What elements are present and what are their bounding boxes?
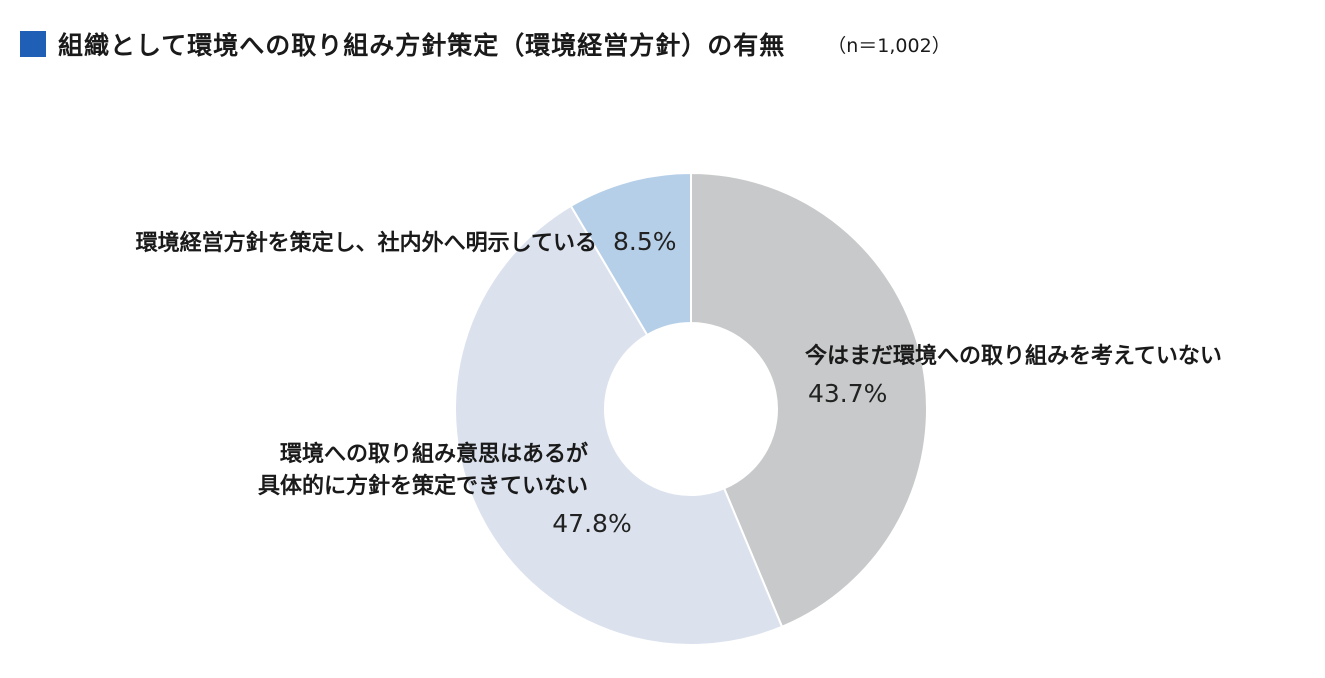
donut-slice-1 (690, 171, 928, 629)
donut-slice-2 (454, 204, 784, 646)
chart-title: 組織として環境への取り組み方針策定（環境経営方針）の有無 (58, 31, 786, 60)
slice-labels: 今はまだ環境への取り組みを考えていない 43.7% 環境への取り組み意思はあるが具体… (136, 227, 1222, 538)
slice-value-2: 47.8% (552, 509, 631, 538)
slice-label-1-line-1: 今はまだ環境への取り組みを考えていない (805, 343, 1222, 369)
donut-slices (454, 171, 928, 646)
donut-slice-3 (569, 171, 692, 337)
title-marker-square (20, 31, 46, 57)
slice-label-2-line-2: 具体的に方針を策定できていない (258, 473, 588, 499)
chart-header: 組織として環境への取り組み方針策定（環境経営方針）の有無 （n＝1,002） (20, 26, 951, 62)
slice-label-2-line-1: 環境への取り組み意思はあるが (280, 441, 588, 467)
slice-value-3: 8.5% (613, 227, 677, 256)
slice-label-3: 環境経営方針を策定し、社内外へ明示している (136, 230, 597, 256)
sample-size: （n＝1,002） (827, 34, 951, 57)
slice-value-1: 43.7% (808, 379, 887, 408)
